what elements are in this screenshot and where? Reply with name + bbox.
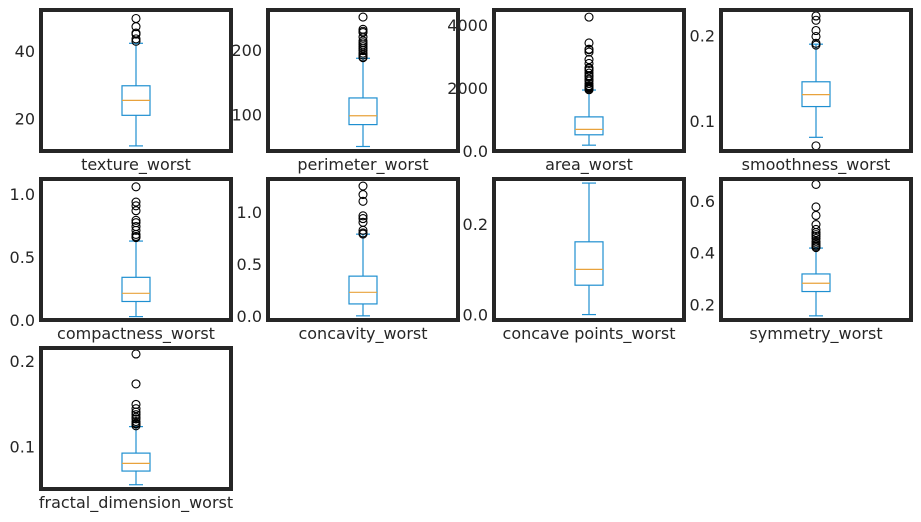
outlier-point bbox=[358, 24, 368, 34]
y-tick-label: 0.4 bbox=[690, 244, 715, 263]
outlier-point bbox=[584, 38, 594, 48]
outlier-point bbox=[811, 25, 821, 36]
outlier-point bbox=[358, 217, 368, 227]
outlier-point bbox=[131, 182, 141, 192]
axes-frame bbox=[719, 8, 913, 153]
y-tick-label: 1.0 bbox=[10, 185, 35, 204]
y-tick-label: 20 bbox=[15, 110, 35, 129]
outlier-point bbox=[131, 34, 141, 44]
y-tick-label: 0.1 bbox=[690, 112, 715, 131]
panel-5: 0.0 0.5 1.0 compactness_worst bbox=[10, 177, 233, 344]
outlier-point bbox=[811, 210, 821, 221]
panel-8: 0.2 0.4 0.6 symmetry_worst bbox=[690, 177, 913, 344]
outlier-point bbox=[811, 236, 821, 246]
outlier-point bbox=[584, 68, 594, 78]
outlier-point bbox=[131, 222, 141, 232]
outlier-point bbox=[584, 44, 594, 54]
x-axis-label: compactness_worst bbox=[57, 324, 215, 344]
outlier-point bbox=[811, 15, 821, 25]
panel-3: 0.0 2000 4000 area_worst bbox=[447, 8, 686, 175]
outlier-point bbox=[584, 47, 594, 57]
outlier-point bbox=[811, 202, 821, 212]
outlier-point bbox=[358, 196, 368, 206]
panel-1: 20 40 texture_worst bbox=[15, 8, 233, 175]
outlier-point bbox=[811, 179, 821, 189]
x-axis-label: texture_worst bbox=[81, 155, 191, 175]
axes-frame bbox=[719, 177, 913, 322]
outlier-point bbox=[358, 181, 368, 191]
panel-7: 0.0 0.2 concave points_worst bbox=[463, 177, 686, 344]
y-tick-label: 0.2 bbox=[690, 27, 715, 46]
x-axis-label: perimeter_worst bbox=[297, 155, 428, 175]
panel-9: 0.1 0.2 fractal_dimension_worst bbox=[10, 346, 233, 513]
y-tick-label: 0.6 bbox=[690, 192, 715, 211]
outlier-point bbox=[811, 141, 821, 151]
x-axis-label: smoothness_worst bbox=[742, 155, 891, 175]
iqr-box bbox=[121, 452, 151, 472]
y-tick-label: 0.5 bbox=[10, 248, 35, 267]
y-tick-label: 200 bbox=[231, 41, 262, 60]
outlier-point bbox=[811, 224, 821, 234]
y-tick-label: 1.0 bbox=[237, 203, 262, 222]
y-tick-label: 0.0 bbox=[237, 307, 262, 326]
outlier-point bbox=[131, 404, 141, 414]
panel-6: 0.0 0.5 1.0 concavity_worst bbox=[237, 177, 460, 344]
y-tick-label: 0.0 bbox=[463, 306, 488, 325]
x-axis-label: area_worst bbox=[545, 155, 633, 175]
y-tick-label: 0.2 bbox=[690, 295, 715, 314]
y-tick-label: 0.0 bbox=[463, 142, 488, 161]
iqr-box bbox=[574, 241, 604, 286]
y-tick-label: 40 bbox=[15, 42, 35, 61]
outlier-point bbox=[131, 197, 141, 207]
axes-frame bbox=[492, 177, 686, 322]
outlier-point bbox=[811, 38, 821, 48]
outlier-point bbox=[131, 201, 141, 211]
outlier-point bbox=[358, 12, 368, 22]
outlier-point bbox=[131, 349, 141, 359]
outlier-point bbox=[811, 219, 821, 230]
axes-frame bbox=[266, 177, 460, 322]
iqr-box bbox=[574, 116, 604, 136]
outlier-point bbox=[131, 379, 141, 389]
axes-frame bbox=[266, 8, 460, 153]
x-axis-label: concavity_worst bbox=[298, 324, 427, 344]
outlier-point bbox=[131, 13, 141, 24]
axes-frame bbox=[39, 8, 233, 153]
outlier-point bbox=[131, 218, 141, 228]
x-axis-label: symmetry_worst bbox=[749, 324, 882, 344]
outlier-point bbox=[358, 228, 368, 238]
outlier-point bbox=[131, 28, 141, 38]
outlier-point bbox=[584, 74, 594, 84]
x-axis-label: fractal_dimension_worst bbox=[39, 493, 233, 513]
iqr-box bbox=[121, 276, 151, 303]
outlier-point bbox=[131, 399, 141, 409]
axes-frame bbox=[492, 8, 686, 153]
y-tick-label: 0.0 bbox=[10, 311, 35, 330]
y-tick-label: 2000 bbox=[447, 79, 488, 98]
iqr-box bbox=[348, 275, 378, 305]
y-tick-label: 0.1 bbox=[10, 437, 35, 456]
panel-4: 0.1 0.2 smoothness_worst bbox=[690, 8, 913, 175]
axes-frame bbox=[39, 346, 233, 491]
axes-frame bbox=[39, 177, 233, 322]
y-tick-label: 4000 bbox=[447, 16, 488, 35]
y-tick-label: 0.2 bbox=[463, 215, 488, 234]
outlier-point bbox=[358, 214, 368, 224]
y-tick-label: 0.5 bbox=[237, 255, 262, 274]
outlier-point bbox=[584, 12, 594, 22]
outlier-point bbox=[584, 58, 594, 68]
outlier-point bbox=[131, 416, 141, 427]
outlier-point bbox=[131, 215, 141, 225]
outlier-point bbox=[358, 211, 368, 221]
panel-2: 100 200 perimeter_worst bbox=[231, 8, 460, 175]
x-axis-label: concave points_worst bbox=[503, 324, 676, 344]
y-tick-label: 100 bbox=[231, 105, 262, 124]
iqr-box bbox=[348, 97, 378, 126]
y-tick-label: 0.2 bbox=[10, 352, 35, 371]
outlier-point bbox=[131, 206, 141, 216]
outlier-point bbox=[811, 31, 821, 42]
outlier-point bbox=[131, 410, 141, 420]
